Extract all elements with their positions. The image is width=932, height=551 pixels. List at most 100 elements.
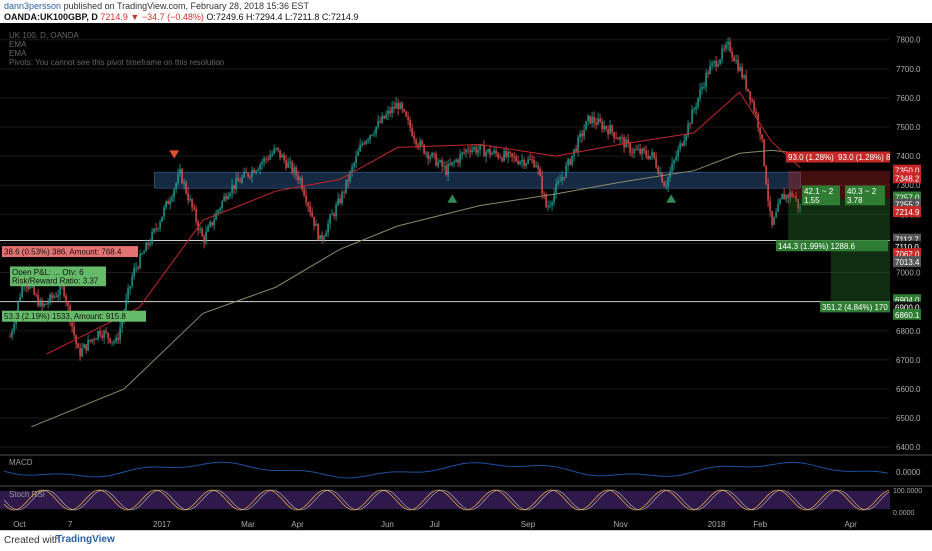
candle-body: [635, 149, 637, 151]
stoch-label: Stoch RSI: [9, 490, 45, 499]
candle-body: [99, 331, 101, 336]
candle-body: [685, 135, 687, 141]
y-tick-label: 6600.0: [896, 385, 921, 394]
candle-body: [601, 121, 603, 130]
candle-body: [395, 103, 397, 109]
candle-body: [567, 159, 569, 166]
tradingview-logo[interactable]: TradingView: [56, 534, 115, 545]
candle-body: [239, 181, 241, 183]
candle-body: [115, 337, 117, 342]
candle-body: [223, 196, 225, 202]
candle-body: [599, 118, 601, 122]
down-arrow-icon: [169, 150, 180, 159]
candle-body: [389, 110, 391, 114]
candle-body: [145, 242, 147, 252]
candle-body: [651, 152, 653, 156]
candle-body: [121, 319, 123, 328]
publish-header: dann3persson published on TradingView.co…: [0, 0, 932, 23]
candle-body: [311, 212, 313, 217]
candle-body: [565, 165, 567, 178]
price-tag-bg: [893, 240, 921, 252]
x-tick-label: Oct: [13, 520, 26, 529]
candle-body: [683, 140, 685, 146]
candle-body: [407, 116, 409, 120]
candle-body: [165, 201, 167, 208]
candle-body: [681, 143, 683, 146]
candle-body: [789, 192, 791, 198]
chart-area[interactable]: 93.0 (1.28%) 81 93.0 (1.28%) 81 42.1 ~ 2 1.…: [0, 23, 932, 530]
candle-body: [577, 137, 579, 152]
candle-body: [153, 228, 155, 232]
candle-body: [391, 106, 393, 114]
candle-body: [537, 165, 539, 169]
candle-body: [241, 177, 243, 183]
candle-body: [277, 147, 279, 150]
x-tick-label: 2017: [153, 520, 171, 529]
candle-body: [293, 167, 295, 173]
candle-body: [481, 145, 483, 147]
ratio-label-1-bg: [802, 185, 840, 197]
candle-body: [137, 267, 139, 269]
candle-body: [119, 327, 121, 340]
candle-body: [671, 163, 673, 172]
author-link[interactable]: dann3persson: [4, 1, 62, 11]
candle-body: [431, 153, 433, 157]
candle-body: [795, 196, 797, 200]
candle-body: [559, 180, 561, 182]
candle-body: [181, 169, 183, 184]
candle-body: [499, 157, 501, 159]
candle-body: [63, 285, 65, 296]
candle-body: [665, 186, 667, 188]
candle-body: [701, 87, 703, 90]
ema-fast-line: [46, 91, 801, 355]
candle-body: [265, 158, 267, 160]
candle-body: [593, 116, 595, 123]
candle-body: [59, 284, 61, 295]
stoch-band: [0, 491, 890, 509]
candle-body: [355, 155, 357, 164]
candle-body: [563, 177, 565, 179]
candle-body: [207, 226, 209, 232]
candle-body: [89, 339, 91, 342]
candle-body: [505, 151, 507, 157]
stoch-tick-bottom: 0.0000: [893, 510, 915, 517]
candle-body: [215, 212, 217, 220]
candle-body: [591, 116, 593, 124]
candle-body: [463, 152, 465, 154]
candle-body: [227, 195, 229, 200]
candle-body: [225, 196, 227, 200]
candle-body: [419, 141, 421, 148]
candle-body: [167, 201, 169, 205]
candle-body: [531, 159, 533, 161]
x-tick-label: 2018: [708, 520, 726, 529]
candle-body: [643, 148, 645, 151]
candle-body: [571, 155, 573, 165]
candle-body: [763, 139, 765, 166]
candle-body: [715, 61, 717, 67]
candle-body: [323, 236, 325, 240]
candle-body: [621, 137, 623, 139]
price-tag: 7214.9: [895, 208, 920, 217]
candle-body: [611, 125, 613, 132]
macd-line: [3, 461, 889, 479]
candle-body: [509, 151, 511, 154]
candle-body: [341, 191, 343, 204]
symbol: OANDA:UK100GBP, D: [4, 12, 98, 22]
candle-body: [493, 150, 495, 154]
candle-body: [649, 155, 651, 159]
candle-body: [39, 300, 41, 306]
candle-body: [117, 337, 119, 340]
candle-body: [721, 48, 723, 60]
target-label-1-bg: [776, 240, 888, 252]
candle-body: [335, 204, 337, 216]
price-tag-bg: [893, 256, 921, 268]
candle-body: [739, 67, 741, 71]
candle-body: [547, 206, 549, 208]
x-tick-label: Nov: [613, 520, 627, 529]
ratio-label-1b: 1.55: [804, 196, 820, 205]
candle-body: [147, 242, 149, 246]
candle-body: [95, 338, 97, 340]
candle-body: [719, 59, 721, 65]
candle-body: [301, 178, 303, 190]
